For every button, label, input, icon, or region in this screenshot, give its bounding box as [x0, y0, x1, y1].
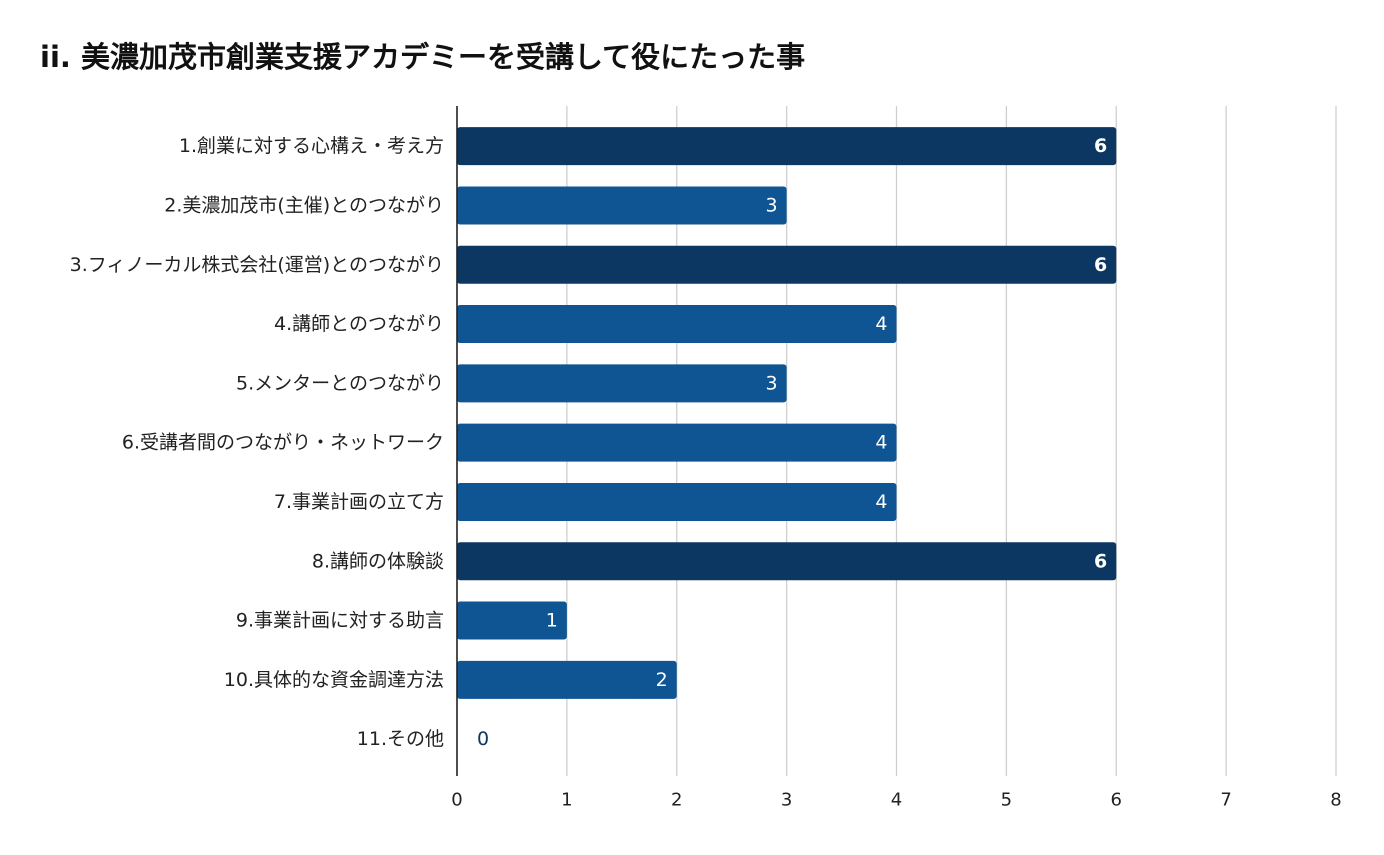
bar	[457, 542, 1117, 581]
bar	[457, 245, 1117, 284]
x-tick-label: 8	[1330, 790, 1341, 811]
bar	[457, 601, 567, 640]
data-label: 6	[1094, 135, 1107, 157]
data-label: 3	[766, 372, 778, 394]
category-label: 5.メンターとのつながり	[236, 372, 444, 394]
bar	[457, 423, 897, 462]
bar	[457, 482, 897, 521]
category-label: 7.事業計画の立て方	[274, 491, 444, 513]
data-label: 4	[875, 432, 887, 454]
bar	[457, 364, 787, 403]
category-label: 6.受講者間のつながり・ネットワーク	[122, 432, 444, 454]
data-label: 4	[875, 491, 887, 513]
chart-title: ii. 美濃加茂市創業支援アカデミーを受講して役にたった事	[40, 40, 806, 74]
data-label: 0	[477, 728, 489, 750]
data-label: 2	[656, 669, 668, 691]
category-label: 11.その他	[357, 728, 444, 750]
bar	[457, 186, 787, 225]
bar	[457, 127, 1117, 166]
x-tick-label: 6	[1111, 790, 1122, 811]
data-label: 1	[546, 610, 558, 632]
category-label: 9.事業計画に対する助言	[236, 610, 444, 632]
category-label: 2.美濃加茂市(主催)とのつながり	[164, 194, 444, 216]
x-tick-label: 4	[891, 790, 902, 811]
x-tick-label: 3	[781, 790, 792, 811]
x-tick-label: 7	[1220, 790, 1231, 811]
x-tick-label: 1	[561, 790, 572, 811]
category-label: 8.講師の体験談	[312, 550, 444, 572]
data-label: 4	[875, 313, 887, 335]
category-label: 10.具体的な資金調達方法	[224, 669, 444, 691]
x-tick-label: 0	[451, 790, 462, 811]
category-label: 3.フィノーカル株式会社(運営)とのつながり	[70, 254, 444, 276]
data-label: 3	[766, 194, 778, 216]
bar	[457, 660, 677, 699]
x-tick-label: 2	[671, 790, 682, 811]
category-label: 4.講師とのつながり	[274, 313, 444, 335]
data-label: 6	[1094, 550, 1107, 572]
x-tick-label: 5	[1001, 790, 1012, 811]
category-label: 1.創業に対する心構え・考え方	[179, 135, 444, 157]
data-label: 6	[1094, 254, 1107, 276]
bar	[457, 305, 897, 344]
